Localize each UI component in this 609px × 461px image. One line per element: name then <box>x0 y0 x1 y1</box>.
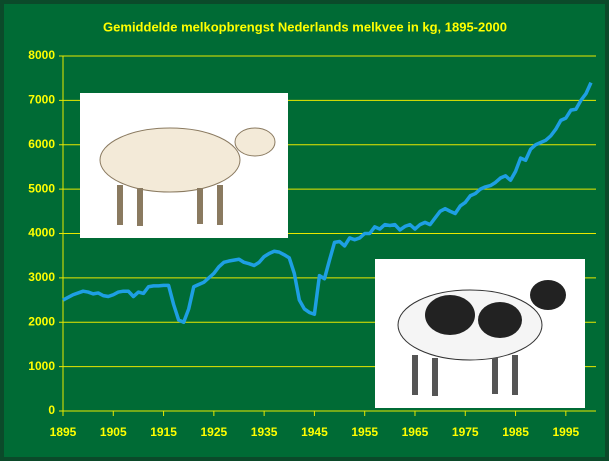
cow-image-1 <box>80 93 288 238</box>
data-line <box>62 81 593 324</box>
x-tick-label: 1925 <box>200 425 227 439</box>
x-tick-label: 1945 <box>301 425 328 439</box>
y-tick-label: 6000 <box>28 137 55 151</box>
x-tick-label: 1985 <box>502 425 529 439</box>
chart-title: Gemiddelde melkopbrengst Nederlands melk… <box>103 19 507 34</box>
y-tick-label: 1000 <box>28 359 55 373</box>
y-tick-label: 2000 <box>28 314 55 328</box>
y-tick-label: 4000 <box>28 226 55 240</box>
x-tick-label: 1965 <box>402 425 429 439</box>
cow-image-2 <box>375 259 585 408</box>
y-tick-label: 8000 <box>28 48 55 62</box>
y-tick-label: 5000 <box>28 181 55 195</box>
x-tick-label: 1935 <box>251 425 278 439</box>
x-tick-label: 1905 <box>100 425 127 439</box>
x-tick-label: 1975 <box>452 425 479 439</box>
y-tick-label: 7000 <box>28 93 55 107</box>
x-tick-label: 1915 <box>150 425 177 439</box>
y-tick-label: 0 <box>48 403 55 417</box>
x-tick-label: 1995 <box>552 425 579 439</box>
y-tick-label: 3000 <box>28 270 55 284</box>
x-tick-label: 1955 <box>351 425 378 439</box>
x-tick-label: 1895 <box>50 425 77 439</box>
